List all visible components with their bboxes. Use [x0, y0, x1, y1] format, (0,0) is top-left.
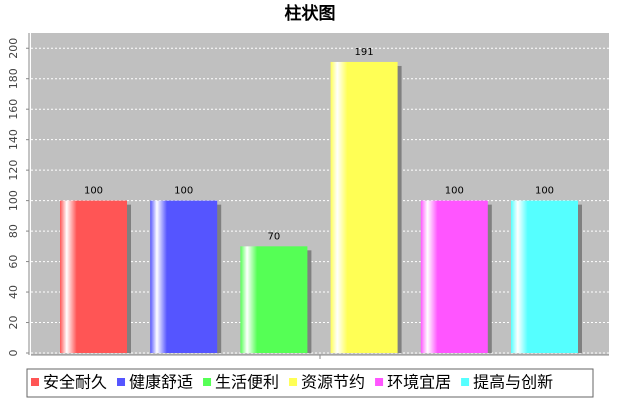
bar	[511, 200, 578, 353]
bar	[420, 200, 488, 353]
value-label: 100	[174, 186, 193, 197]
legend-label: 资源节约	[301, 373, 365, 392]
legend-label: 环境宜居	[387, 373, 451, 392]
y-tick-label: 200	[7, 38, 20, 59]
y-tick-label: 100	[7, 190, 20, 211]
chart-title: 柱状图	[285, 3, 336, 24]
y-tick-label: 120	[7, 160, 20, 181]
value-label: 100	[535, 186, 554, 197]
value-label: 70	[268, 231, 281, 242]
value-label: 100	[84, 186, 103, 197]
legend-swatch	[203, 378, 212, 386]
legend-label: 提高与创新	[473, 373, 553, 392]
y-tick-label: 60	[7, 255, 20, 269]
legend-swatch	[31, 378, 39, 386]
y-tick-label: 0	[7, 350, 20, 357]
y-tick-label: 180	[7, 68, 20, 89]
y-tick-label: 20	[7, 316, 20, 330]
legend-label: 安全耐久	[43, 373, 107, 392]
value-label: 191	[355, 47, 374, 58]
legend-swatch	[117, 378, 126, 386]
bar	[330, 61, 398, 353]
y-tick-label: 160	[7, 99, 20, 120]
bar	[150, 200, 218, 353]
legend-label: 生活便利	[215, 373, 279, 392]
legend-label: 健康舒适	[129, 373, 193, 392]
bar	[240, 246, 308, 353]
y-tick-label: 80	[7, 224, 20, 238]
legend-swatch	[375, 378, 384, 386]
legend-swatch	[289, 378, 298, 386]
legend-swatch	[461, 378, 470, 386]
bar	[60, 200, 127, 353]
y-tick-label: 40	[7, 285, 20, 299]
y-tick-label: 140	[7, 129, 20, 150]
value-label: 100	[445, 186, 464, 197]
